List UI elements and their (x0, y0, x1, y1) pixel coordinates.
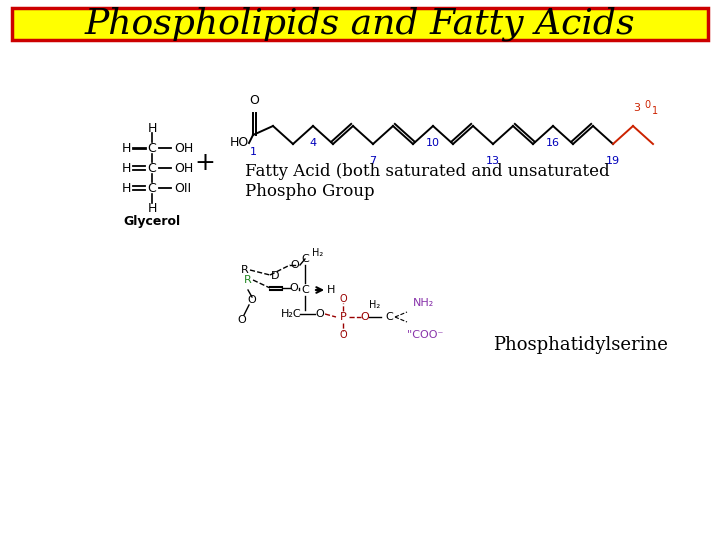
Text: C: C (385, 312, 393, 322)
Text: +: + (194, 151, 215, 175)
Text: OII: OII (174, 181, 191, 194)
Text: 1: 1 (652, 106, 658, 116)
Text: C: C (148, 161, 156, 174)
Text: Phospho Group: Phospho Group (245, 184, 374, 200)
Text: H: H (121, 141, 131, 154)
Text: NH₂: NH₂ (413, 298, 434, 308)
Text: ''COO⁻: ''COO⁻ (407, 330, 444, 340)
Text: H: H (327, 285, 336, 295)
Text: H₂: H₂ (369, 300, 381, 310)
Text: C: C (301, 254, 309, 264)
Text: H: H (148, 122, 157, 134)
Text: O: O (339, 294, 347, 304)
Text: 1: 1 (250, 147, 256, 157)
Text: 16: 16 (546, 138, 560, 148)
Text: 19: 19 (606, 156, 620, 166)
Text: 10: 10 (426, 138, 440, 148)
Text: Glycerol: Glycerol (123, 215, 181, 228)
Text: 13: 13 (486, 156, 500, 166)
Text: O: O (339, 330, 347, 340)
Text: R: R (241, 265, 249, 275)
Text: D: D (271, 271, 279, 281)
Text: O: O (249, 94, 259, 107)
Text: C: C (148, 181, 156, 194)
Text: O: O (289, 283, 298, 293)
FancyBboxPatch shape (12, 8, 708, 40)
Text: H: H (121, 181, 131, 194)
Text: C: C (148, 141, 156, 154)
Text: Phospholipids and Fatty Acids: Phospholipids and Fatty Acids (85, 6, 635, 41)
Text: OH: OH (174, 161, 193, 174)
Text: HO: HO (230, 137, 249, 150)
Text: Fatty Acid (both saturated and unsaturated: Fatty Acid (both saturated and unsaturat… (245, 164, 610, 180)
Text: R: R (244, 275, 252, 285)
Text: O: O (248, 295, 256, 305)
Text: 4: 4 (310, 138, 317, 148)
Text: O: O (361, 312, 369, 322)
Text: P: P (340, 312, 346, 322)
Text: OH: OH (174, 141, 193, 154)
Text: C: C (301, 285, 309, 295)
Text: H₂: H₂ (312, 248, 323, 258)
Text: 7: 7 (369, 156, 377, 166)
Text: 3: 3 (634, 103, 641, 113)
Text: 0: 0 (644, 100, 650, 110)
Text: Phosphatidylserine: Phosphatidylserine (492, 336, 667, 354)
Text: O: O (238, 315, 246, 325)
Text: H: H (148, 201, 157, 214)
Text: O: O (315, 309, 325, 319)
Text: H₂C: H₂C (281, 309, 301, 319)
Text: O: O (291, 260, 300, 270)
Text: H: H (121, 161, 131, 174)
